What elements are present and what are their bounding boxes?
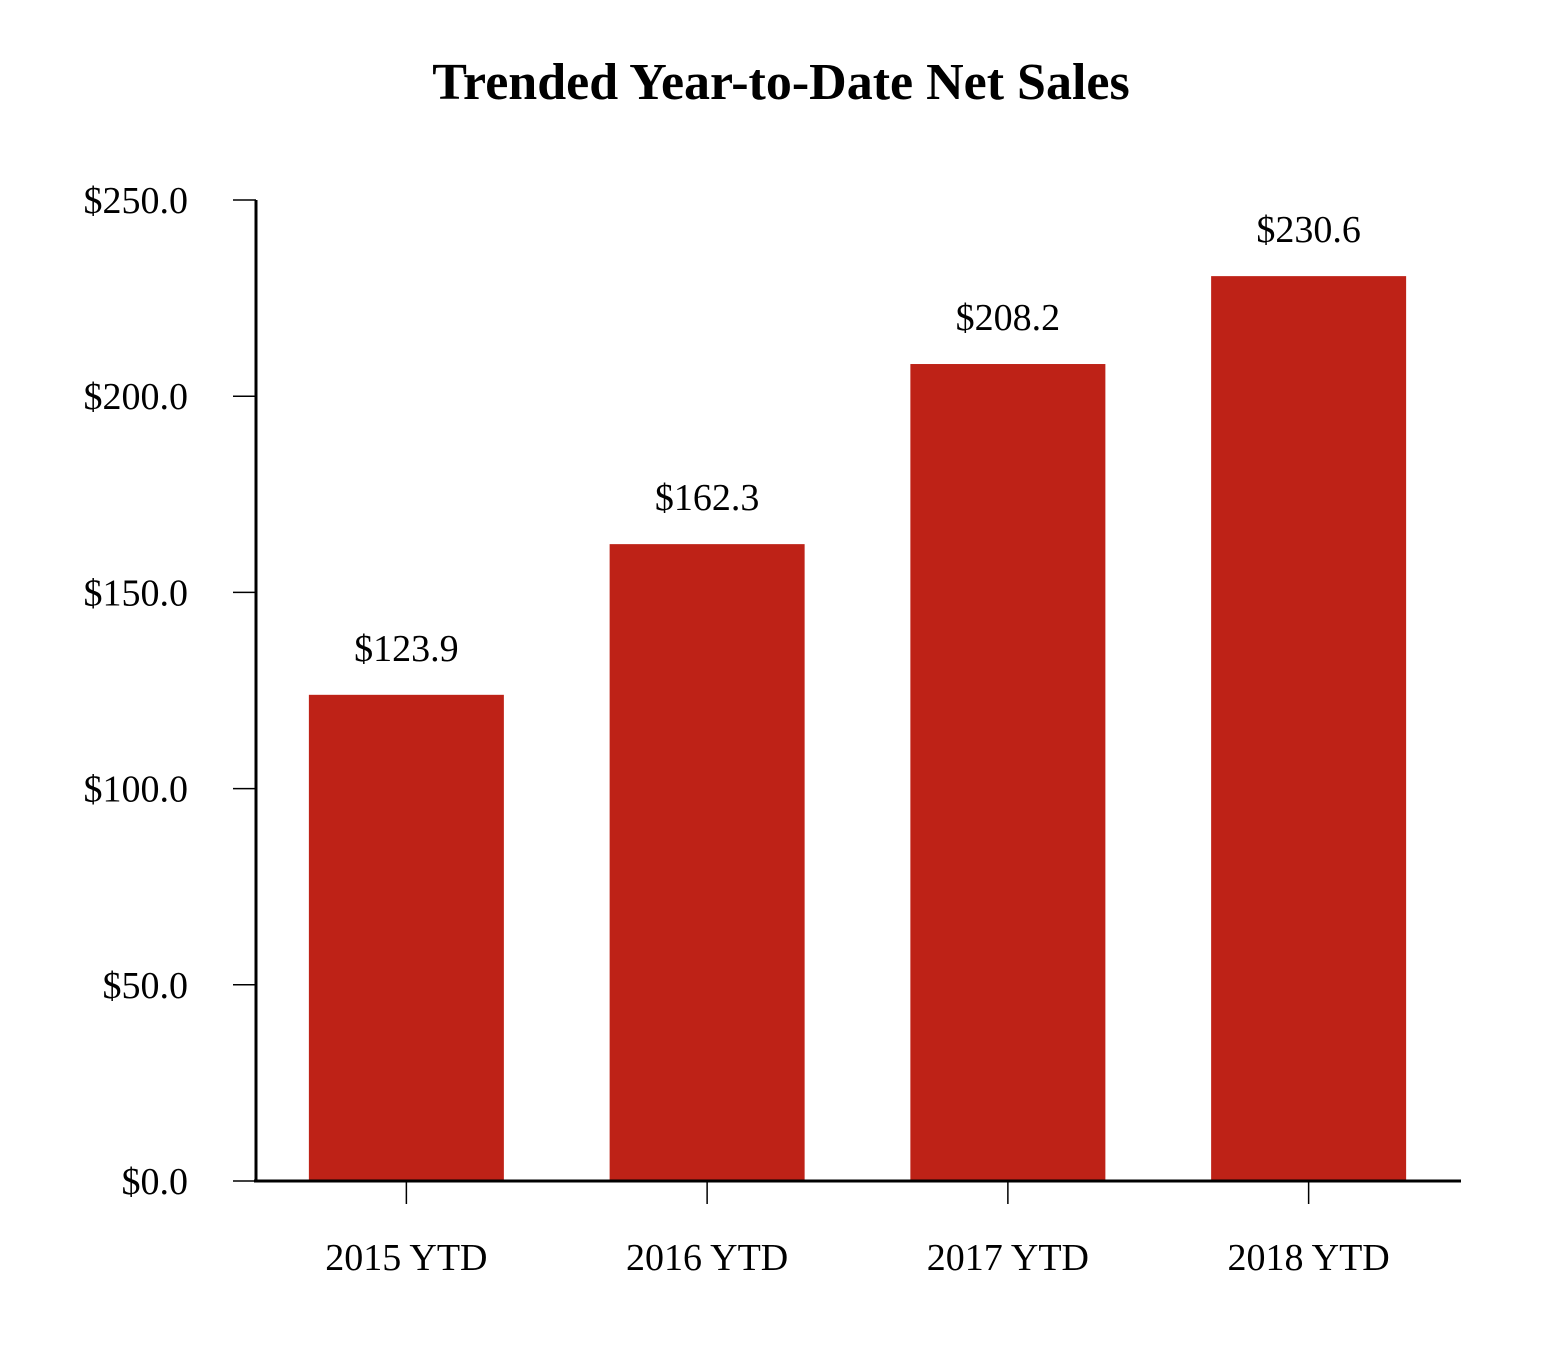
bar [609,544,805,1181]
y-tick-label: $250.0 [84,180,189,222]
x-category-label: 2018 YTD [1228,1237,1390,1279]
bar-value-label: $123.9 [354,628,459,670]
bar [910,364,1106,1181]
data-labels: $123.9 $162.3 $208.2 $230.6 [354,209,1361,670]
x-axis-ticks [405,1181,1310,1204]
bars [308,276,1407,1181]
x-category-label: 2016 YTD [626,1237,788,1279]
bar [1211,276,1407,1181]
bar-value-label: $208.2 [956,297,1061,339]
bar-value-label: $162.3 [655,477,760,519]
category-labels: 2015 YTD 2016 YTD 2017 YTD 2018 YTD [325,1237,1389,1279]
x-category-label: 2015 YTD [325,1237,487,1279]
y-tick-label: $200.0 [84,376,189,418]
y-tick-label: $50.0 [103,965,189,1007]
y-tick-label: $0.0 [122,1161,189,1203]
bar [308,694,504,1181]
y-tick-label: $150.0 [84,572,189,614]
bar-value-label: $230.6 [1256,209,1361,251]
x-category-label: 2017 YTD [927,1237,1089,1279]
y-axis-ticks: $0.0 $50.0 $100.0 $150.0 $200.0 $250.0 [84,180,256,1203]
chart-title: Trended Year-to-Date Net Sales [432,54,1130,111]
y-tick-label: $100.0 [84,769,189,811]
